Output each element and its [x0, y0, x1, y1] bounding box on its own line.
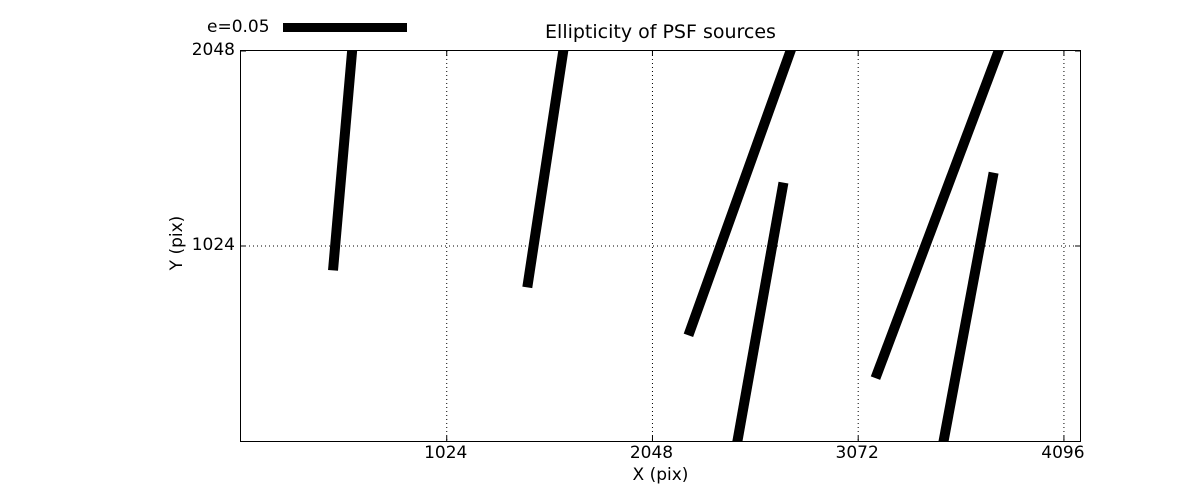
whisker-segment — [328, 51, 358, 271]
y-tick-label: 2048 — [191, 40, 235, 60]
whisker-segment — [938, 171, 999, 441]
x-tick-label: 4096 — [1041, 443, 1085, 463]
whisker-segment — [870, 51, 1004, 380]
chart-title: Ellipticity of PSF sources — [545, 21, 776, 43]
y-tick-label: 1024 — [191, 235, 235, 255]
whisker-segment — [522, 51, 569, 289]
x-tick-label: 1024 — [424, 443, 468, 463]
whisker-segment — [732, 181, 789, 441]
x-tick-label: 2048 — [629, 443, 674, 463]
legend: e=0.05 — [207, 17, 407, 37]
legend-label: e=0.05 — [207, 17, 270, 37]
plot-canvas — [241, 51, 1080, 441]
x-axis-label: X (pix) — [632, 465, 689, 485]
whisker-segment — [683, 51, 796, 338]
legend-scale-bar — [282, 22, 407, 32]
x-tick-label: 3072 — [835, 443, 879, 463]
plot-area — [240, 50, 1081, 442]
